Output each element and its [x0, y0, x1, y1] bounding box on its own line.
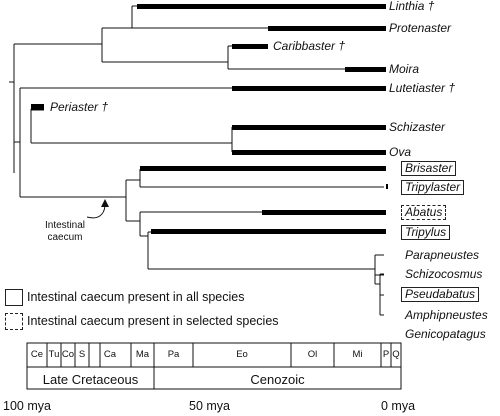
epoch-ca: Ca	[103, 349, 117, 360]
tree-branch	[125, 179, 140, 222]
epoch-p: P	[382, 349, 390, 360]
tree-branch	[147, 231, 384, 270]
range-bar	[262, 210, 386, 215]
caecum-annotation: Intestinal caecum	[45, 220, 86, 243]
epoch-ol: Ol	[307, 349, 318, 360]
taxon-label-brisaster: Brisaster	[401, 161, 457, 176]
taxon-label-pseudabatus: Pseudabatus	[401, 287, 480, 302]
range-bar	[268, 26, 386, 31]
timescale-frame	[26, 342, 402, 390]
taxon-label-amphipneustes: Amphipneustes	[405, 308, 488, 322]
caecum-arrow	[86, 205, 106, 219]
era-late-cretaceous: Late Cretaceous	[42, 372, 139, 387]
taxon-label-abatus: Abatus	[401, 205, 447, 220]
taxon-label-moira: Moira	[389, 62, 420, 76]
caecum-arrowhead	[101, 199, 109, 207]
taxon-label-schizaster: Schizaster	[389, 120, 446, 134]
taxon-label-parapneustes: Parapneustes	[405, 248, 480, 262]
range-bar	[232, 150, 386, 155]
tree-branch	[139, 168, 384, 188]
legend-dashed-box	[5, 313, 23, 330]
range-bar	[140, 166, 386, 171]
epoch-q: Q	[392, 349, 400, 360]
geologic-timescale: Ce Tu Co S Ca Ma Pa Eo Ol Mi P Q	[0, 349, 500, 369]
taxon-label-schizocosmus: Schizocosmus	[405, 267, 483, 281]
tree-branch	[131, 5, 384, 29]
taxon-label-caribbaster: Caribbaster †	[273, 39, 346, 53]
tick-100-mya: 100 mya	[3, 399, 51, 413]
epoch-co: Co	[61, 349, 75, 360]
tree-branch	[30, 109, 384, 153]
taxon-label-linthia: Linthia †	[389, 0, 435, 13]
taxon-label-periaster: Periaster †	[50, 100, 109, 114]
range-bar	[232, 86, 386, 91]
range-bar	[31, 104, 44, 110]
tick-0-mya: 0 mya	[381, 399, 416, 413]
legend-solid-box	[5, 289, 23, 306]
legend-all-label: Intestinal caecum present in all species	[27, 290, 245, 304]
legend-selected-label: Intestinal caecum present in selected sp…	[27, 314, 279, 328]
epoch-pa: Pa	[167, 349, 180, 360]
taxon-label-tripylus: Tripylus	[401, 225, 451, 240]
tree-branch	[101, 27, 228, 63]
tick-50-mya: 50 mya	[189, 399, 230, 413]
range-bar	[386, 184, 388, 189]
epoch-tu: Tu	[48, 349, 60, 360]
range-bar	[151, 229, 386, 234]
taxon-label-protenaster: Protenaster	[389, 21, 452, 35]
tree-branch	[9, 43, 102, 173]
range-bar	[232, 125, 386, 130]
range-bar	[232, 44, 268, 49]
era-cenozoic: Cenozoic	[250, 372, 305, 387]
taxon-label-ova: Ova	[389, 145, 412, 159]
taxon-label-lutetiaster: Lutetiaster †	[389, 81, 456, 95]
range-bar	[137, 4, 386, 9]
epoch-ce: Ce	[30, 349, 44, 360]
range-bar	[345, 67, 386, 72]
taxon-label-genicopatagus: Genicopatagus	[405, 327, 486, 341]
epoch-mi: Mi	[352, 349, 363, 360]
tree-branch	[374, 254, 384, 285]
epoch-ma: Ma	[135, 349, 150, 360]
epoch-eo: Eo	[236, 349, 248, 360]
taxon-label-tripylaster: Tripylaster	[401, 180, 465, 195]
epoch-s: S	[78, 349, 86, 360]
